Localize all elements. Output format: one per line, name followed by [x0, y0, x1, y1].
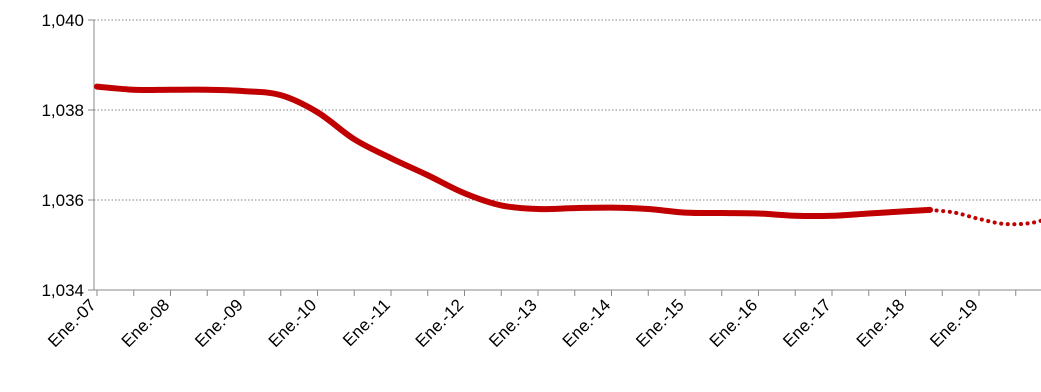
y-tick-label: 1,036	[41, 191, 84, 210]
series-line-projected	[928, 207, 1041, 227]
x-tick-label: Ene.-18	[853, 295, 909, 351]
x-tick-label: Ene.-15	[632, 295, 688, 351]
grid-lines	[94, 19, 1041, 201]
x-tick-label: Ene.-12	[412, 295, 468, 351]
series-layer	[94, 83, 1041, 227]
x-tick-label: Ene.-17	[779, 295, 835, 351]
x-tick-label: Ene.-11	[339, 295, 394, 350]
x-tick-labels: Ene.-07 Ene.-08 Ene.-09 Ene.-10 Ene.-11 Ene.-…	[44, 290, 1017, 351]
y-tick-label: 1,034	[41, 281, 84, 300]
y-tick-labels: 1,034 1,036 1,038 1,040	[41, 11, 94, 300]
x-tick-label: Ene.-08	[118, 295, 174, 351]
series-line-observed	[94, 83, 933, 220]
x-tick-label: Ene.-10	[265, 295, 321, 351]
x-tick-label: Ene.-07	[44, 295, 100, 351]
x-tick-label: Ene.-16	[706, 295, 762, 351]
x-tick-label: Ene.-14	[559, 295, 615, 351]
axes	[93, 20, 1041, 291]
x-tick-label: Ene.-09	[191, 295, 247, 351]
y-tick-label: 1,040	[41, 11, 84, 30]
x-tick-label: Ene.-13	[485, 295, 541, 351]
y-tick-label: 1,038	[41, 101, 84, 120]
x-tick-label: Ene.-19	[926, 295, 982, 351]
